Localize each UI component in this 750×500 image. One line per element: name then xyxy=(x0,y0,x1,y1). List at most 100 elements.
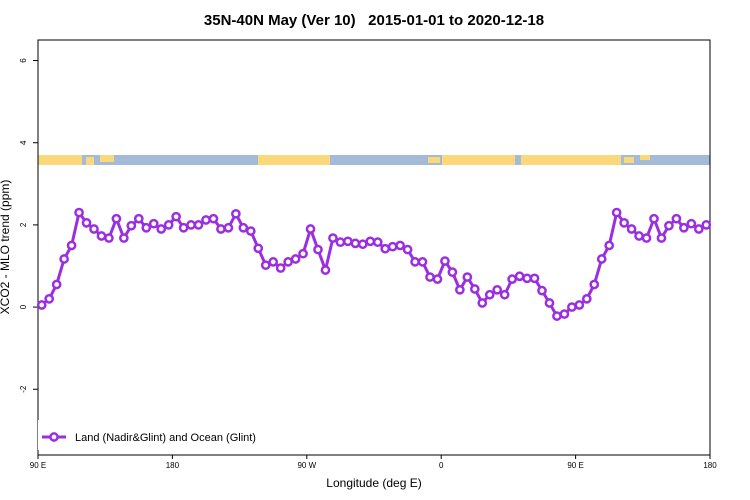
data-point xyxy=(634,231,644,241)
data-point xyxy=(201,215,211,225)
plot-frame xyxy=(37,39,711,456)
data-point xyxy=(81,217,92,228)
data-point xyxy=(559,309,570,319)
data-point xyxy=(596,254,607,264)
data-point xyxy=(380,243,391,254)
data-point xyxy=(567,302,577,312)
data-point xyxy=(626,224,637,234)
data-point xyxy=(522,273,532,284)
data-point xyxy=(432,274,443,284)
data-point xyxy=(544,298,555,308)
land-band xyxy=(100,155,114,162)
data-point xyxy=(178,222,189,233)
data-point xyxy=(253,243,264,254)
data-point xyxy=(51,279,62,290)
data-point xyxy=(223,222,234,233)
data-point xyxy=(455,284,465,295)
land-band xyxy=(442,155,515,165)
x-tick-label: 90 E xyxy=(30,461,46,470)
data-point xyxy=(492,284,503,295)
data-point xyxy=(686,218,697,229)
data-point xyxy=(574,300,585,310)
land-band xyxy=(38,155,82,165)
data-point xyxy=(320,265,331,275)
data-point xyxy=(402,244,413,255)
data-point xyxy=(313,244,323,255)
data-point xyxy=(417,257,428,267)
data-point xyxy=(693,224,704,234)
data-point xyxy=(507,274,517,284)
data-point xyxy=(260,260,271,271)
data-point xyxy=(133,213,144,224)
data-point xyxy=(163,220,174,230)
land-band xyxy=(521,155,621,165)
data-point xyxy=(619,217,629,228)
data-point xyxy=(514,271,525,282)
data-point xyxy=(66,240,77,251)
land-ocean-band xyxy=(38,155,710,165)
data-point xyxy=(171,211,181,222)
data-point xyxy=(193,220,204,230)
x-tick-label: 0 xyxy=(439,461,444,470)
data-point xyxy=(268,257,279,267)
data-point xyxy=(89,224,99,234)
data-point xyxy=(581,294,592,304)
data-point xyxy=(148,218,159,229)
data-point xyxy=(283,257,293,267)
data-point xyxy=(216,224,226,234)
data-point xyxy=(552,311,562,321)
data-point xyxy=(649,213,659,224)
data-point xyxy=(611,207,622,218)
data-point xyxy=(604,240,615,251)
data-point xyxy=(298,248,308,259)
land-band xyxy=(428,157,440,163)
x-tick-label: 90 E xyxy=(567,461,583,470)
y-tick-label: 6 xyxy=(19,58,28,63)
data-point xyxy=(156,224,167,234)
data-point xyxy=(365,236,376,247)
land-band xyxy=(258,155,330,165)
data-point xyxy=(499,289,510,300)
data-point xyxy=(589,279,600,290)
data-point xyxy=(231,208,241,219)
data-point xyxy=(59,254,69,264)
data-point xyxy=(305,224,316,234)
data-point xyxy=(701,220,712,230)
data-point xyxy=(275,263,286,273)
legend-marker xyxy=(49,432,59,442)
x-tick-label: 180 xyxy=(703,461,717,470)
data-point xyxy=(477,298,488,308)
data-point xyxy=(208,213,219,224)
data-point xyxy=(238,222,249,233)
data-point xyxy=(484,289,495,300)
data-point xyxy=(343,236,353,247)
y-tick-label: 2 xyxy=(19,222,28,227)
data-point xyxy=(245,226,256,236)
data-point xyxy=(656,233,667,243)
data-point xyxy=(462,272,473,282)
data-point xyxy=(328,233,338,243)
data-point xyxy=(664,220,674,231)
chart-title: 35N-40N May (Ver 10) 2015-01-01 to 2020-… xyxy=(204,12,544,29)
data-point xyxy=(357,239,368,250)
data-point xyxy=(126,220,137,231)
data-point xyxy=(529,273,540,284)
x-tick-label: 180 xyxy=(166,461,180,470)
data-point xyxy=(447,267,458,278)
y-tick-label: -2 xyxy=(19,385,28,393)
data-point xyxy=(641,233,652,243)
data-point xyxy=(387,241,398,252)
data-point xyxy=(111,213,122,224)
data-point xyxy=(335,237,346,248)
data-point xyxy=(469,284,480,294)
data-point xyxy=(425,272,435,282)
data-point xyxy=(372,237,383,248)
data-point xyxy=(119,233,129,243)
ocean-band xyxy=(38,155,710,165)
y-tick-label: 0 xyxy=(19,304,28,309)
data-point xyxy=(679,222,689,233)
data-point xyxy=(96,231,107,241)
data-point xyxy=(410,257,420,267)
land-band xyxy=(624,157,634,163)
